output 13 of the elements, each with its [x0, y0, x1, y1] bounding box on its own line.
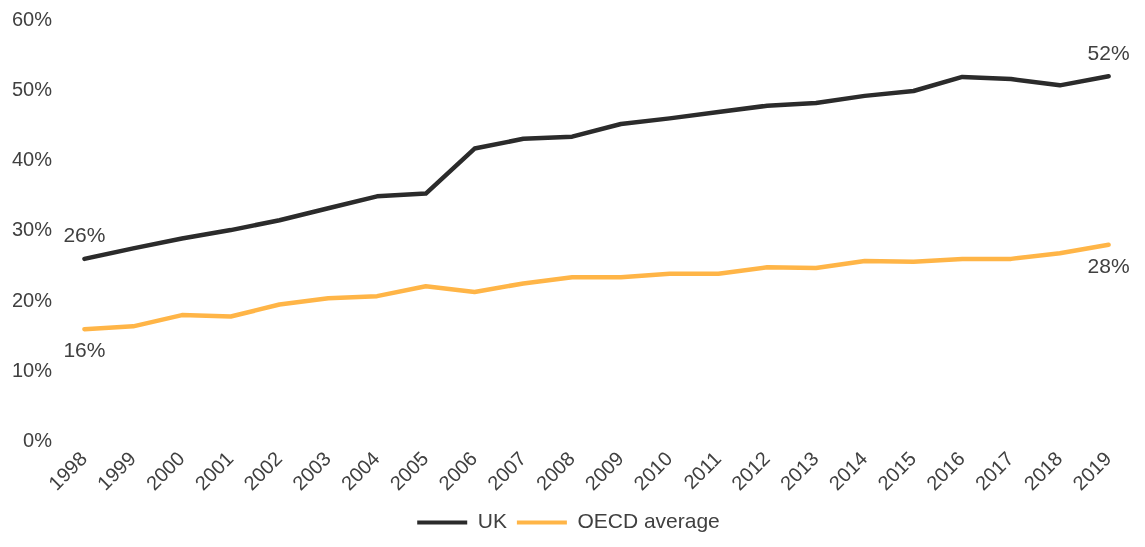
y-tick-label: 0% [23, 429, 53, 452]
data-label: 26% [63, 223, 106, 247]
data-label: 16% [63, 338, 106, 362]
data-label: 52% [1087, 40, 1130, 64]
legend-label: UK [477, 509, 507, 533]
legend-label: OECD average [577, 509, 720, 533]
y-tick-label: 50% [12, 77, 53, 100]
y-tick-label: 10% [12, 358, 53, 381]
data-label: 28% [1087, 254, 1130, 278]
y-tick-label: 20% [12, 288, 53, 311]
y-tick-label: 30% [12, 218, 53, 241]
y-tick-label: 60% [12, 7, 53, 30]
y-tick-label: 40% [12, 148, 53, 171]
